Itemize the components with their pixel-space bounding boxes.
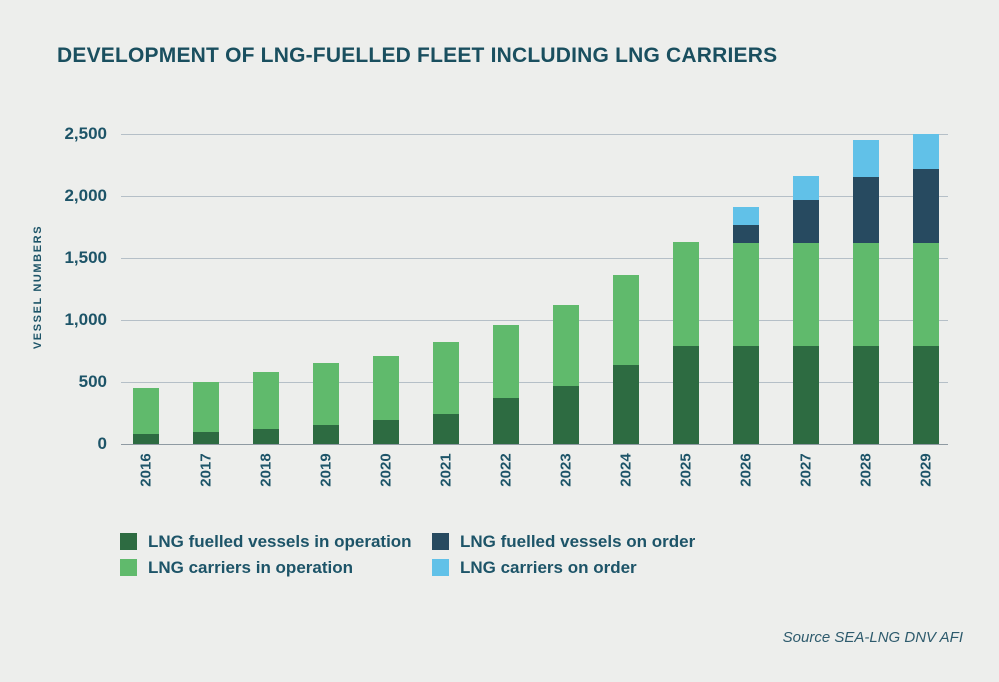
- y-tick-2000: 2,000: [64, 186, 107, 205]
- bar-segment-2017: [193, 431, 219, 444]
- x-tick-2017: 2017: [197, 453, 215, 487]
- bar-segment-2022: [493, 324, 519, 399]
- bar-segment-2023: [553, 305, 579, 386]
- y-tick-1500: 1,500: [64, 248, 107, 267]
- legend-item: LNG fuelled vessels in operation: [120, 531, 432, 551]
- bar-2017: [193, 382, 219, 444]
- bar-2024: [613, 275, 639, 444]
- legend-swatch-icon: [432, 559, 449, 576]
- bar-segment-2017: [193, 382, 219, 432]
- bar-segment-2028: [853, 243, 879, 347]
- y-tick-1000: 1,000: [64, 310, 107, 329]
- x-tick-2019: 2019: [317, 453, 335, 487]
- bar-segment-2021: [433, 414, 459, 444]
- bar-2022: [493, 324, 519, 444]
- gridline-1500: [121, 258, 948, 259]
- x-tick-2018: 2018: [257, 453, 275, 487]
- x-tick-2016: 2016: [137, 453, 155, 487]
- legend-swatch-icon: [120, 533, 137, 550]
- bar-segment-2027: [793, 199, 819, 244]
- x-tick-2023: 2023: [557, 453, 575, 487]
- bar-segment-2029: [913, 243, 939, 347]
- legend-label: LNG carriers on order: [460, 557, 637, 577]
- legend-item: LNG carriers in operation: [120, 557, 432, 577]
- bar-segment-2019: [313, 424, 339, 444]
- y-axis-label: VESSEL NUMBERS: [32, 224, 44, 350]
- legend-item: LNG fuelled vessels on order: [432, 531, 696, 551]
- x-tick-2025: 2025: [677, 453, 695, 487]
- gridline-500: [121, 382, 948, 383]
- bar-segment-2024: [613, 364, 639, 444]
- gridline-2000: [121, 196, 948, 197]
- bar-2028: [853, 140, 879, 444]
- legend-label: LNG carriers in operation: [148, 557, 353, 577]
- x-tick-2021: 2021: [437, 453, 455, 487]
- x-tick-2026: 2026: [737, 453, 755, 487]
- y-tick-0: 0: [97, 434, 107, 453]
- bar-segment-2029: [913, 346, 939, 444]
- bar-segment-2020: [373, 355, 399, 421]
- bar-2029: [913, 134, 939, 444]
- source-note: Source SEA-LNG DNV AFI: [782, 629, 963, 646]
- y-tick-2500: 2,500: [64, 124, 107, 143]
- bar-segment-2025: [673, 241, 699, 347]
- bar-segment-2029: [913, 134, 939, 169]
- x-tick-2022: 2022: [497, 453, 515, 487]
- bar-segment-2026: [733, 243, 759, 347]
- bar-segment-2022: [493, 398, 519, 444]
- bar-segment-2016: [133, 434, 159, 444]
- bar-segment-2020: [373, 420, 399, 444]
- gridline-1000: [121, 320, 948, 321]
- legend-swatch-icon: [120, 559, 137, 576]
- gridline-2500: [121, 134, 948, 135]
- legend-label: LNG fuelled vessels in operation: [148, 531, 412, 551]
- x-tick-2020: 2020: [377, 453, 395, 487]
- bar-segment-2029: [913, 168, 939, 244]
- x-tick-2027: 2027: [797, 453, 815, 487]
- x-tick-2028: 2028: [857, 453, 875, 487]
- bar-segment-2025: [673, 346, 699, 444]
- bar-2026: [733, 207, 759, 444]
- bar-2027: [793, 176, 819, 444]
- bar-2019: [313, 363, 339, 444]
- legend-swatch-icon: [432, 533, 449, 550]
- chart-plot-area: [121, 134, 948, 445]
- bar-segment-2026: [733, 207, 759, 225]
- bar-2016: [133, 388, 159, 444]
- page-title: DEVELOPMENT OF LNG-FUELLED FLEET INCLUDI…: [57, 44, 778, 67]
- bar-2025: [673, 241, 699, 444]
- bar-segment-2028: [853, 140, 879, 178]
- bar-segment-2028: [853, 177, 879, 244]
- chart-legend: LNG fuelled vessels in operation LNG fuel…: [120, 531, 696, 577]
- bar-segment-2027: [793, 346, 819, 444]
- bar-segment-2016: [133, 388, 159, 435]
- bar-segment-2024: [613, 275, 639, 365]
- bar-segment-2019: [313, 363, 339, 425]
- bar-segment-2026: [733, 224, 759, 244]
- bar-segment-2023: [553, 385, 579, 444]
- bar-segment-2018: [253, 429, 279, 444]
- x-tick-2029: 2029: [917, 453, 935, 487]
- y-tick-500: 500: [78, 372, 107, 391]
- bar-segment-2021: [433, 342, 459, 415]
- x-tick-2024: 2024: [617, 453, 635, 487]
- bar-segment-2018: [253, 372, 279, 430]
- legend-label: LNG fuelled vessels on order: [460, 531, 696, 551]
- bar-2020: [373, 355, 399, 444]
- bar-2023: [553, 305, 579, 444]
- bar-2018: [253, 372, 279, 444]
- bar-2021: [433, 342, 459, 444]
- bar-segment-2027: [793, 176, 819, 200]
- bar-segment-2028: [853, 346, 879, 444]
- bar-segment-2026: [733, 346, 759, 444]
- gridline-0: [121, 444, 948, 445]
- bar-segment-2027: [793, 243, 819, 347]
- legend-item: LNG carriers on order: [432, 557, 695, 577]
